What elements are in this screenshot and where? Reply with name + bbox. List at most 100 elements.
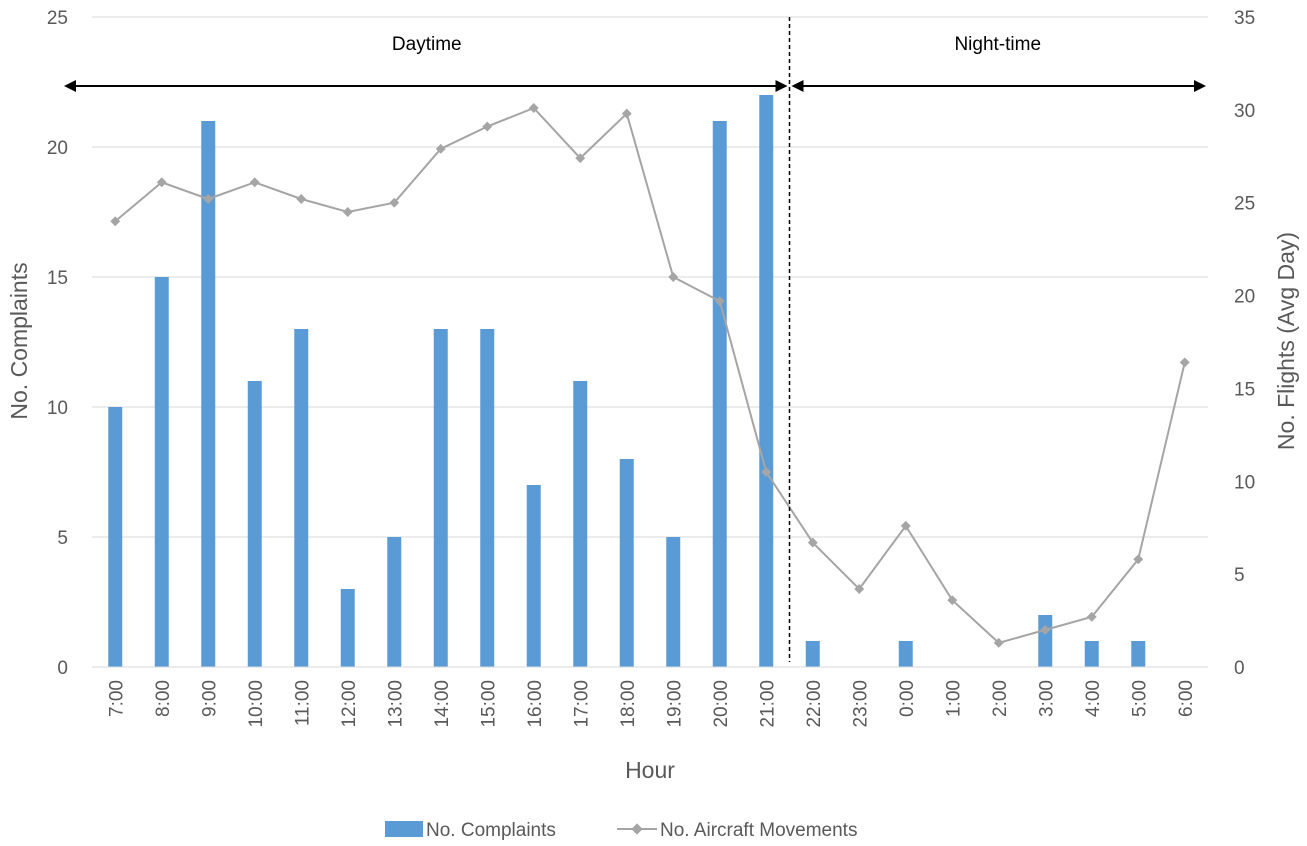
y-tick-label: 0 [57,658,68,679]
y-tick-label: 15 [47,268,68,289]
y-tick-label: 5 [57,528,68,549]
bar [712,121,727,667]
y2-tick-label: 20 [1234,287,1255,308]
legend-swatch-complaints [385,821,423,837]
daytime-label: Daytime [392,34,462,55]
bar [433,329,448,667]
left-axis-ticks: 0 5 10 15 20 25 [47,8,68,679]
x-tick-label: 23:00 [850,680,871,728]
line-point [389,197,400,208]
line-point [296,194,307,204]
bar [1038,615,1053,667]
bar [201,121,216,667]
x-tick-label: 9:00 [199,680,220,717]
bar [108,407,123,667]
line-point [203,194,214,204]
y2-tick-label: 35 [1234,8,1255,29]
legend-label-movements: No. Aircraft Movements [660,820,857,841]
bar [759,95,774,667]
line-point [900,520,911,531]
nighttime-arrowhead-left [791,80,804,92]
period-annotations: Daytime Night-time [64,17,1206,662]
bar [526,485,541,667]
x-tick-label: 22:00 [804,680,825,728]
x-tick-label: 0:00 [897,680,918,717]
y2-tick-label: 5 [1234,565,1245,586]
x-tick-label: 15:00 [478,680,499,728]
bar [573,381,588,667]
bar [154,277,169,667]
x-tick-label: 21:00 [757,680,778,728]
line-point [993,637,1004,648]
legend: No. Complaints No. Aircraft Movements [385,820,857,841]
x-tick-label: 5:00 [1129,680,1150,717]
right-axis-ticks: 0 5 10 15 20 25 30 35 [1234,8,1255,679]
line-point [714,296,725,307]
daytime-arrowhead-right [775,80,788,92]
bar [387,537,402,667]
line-point [528,103,539,113]
line-point [668,272,679,282]
y2-tick-label: 10 [1234,472,1255,493]
bar [805,641,820,667]
x-tick-label: 11:00 [292,680,313,726]
nighttime-arrowhead-right [1194,80,1206,92]
bar [480,329,495,667]
x-tick-label: 19:00 [664,680,685,728]
line-point [342,207,353,217]
line-point [1179,357,1190,368]
x-tick-label: 14:00 [432,680,453,728]
y-tick-label: 10 [47,398,68,419]
daytime-arrowhead-left [64,80,76,92]
line-point [1040,624,1051,635]
line-point [575,153,586,164]
bar [1084,641,1099,667]
line-point [249,177,260,188]
x-axis-title: Hour [625,757,675,783]
y-tick-label: 25 [47,8,68,29]
x-tick-label: 2:00 [990,680,1011,717]
bar [666,537,681,667]
x-tick-label: 7:00 [106,680,127,717]
bar [619,459,634,667]
y2-tick-label: 0 [1234,658,1245,679]
bar [898,641,913,667]
aircraft-movements-line [110,103,1190,648]
bar [247,381,262,667]
x-tick-label: 8:00 [153,680,174,717]
y-axis-title: No. Complaints [6,262,32,419]
x-tick-label: 12:00 [339,680,360,728]
x-axis-ticks: 7:00 8:00 9:00 10:00 11:00 12:00 13:00 14:00 15:… [92,666,1208,728]
line-point [1086,611,1097,622]
bar [1131,641,1146,667]
y2-tick-label: 30 [1234,101,1255,122]
y-tick-label: 20 [47,138,68,159]
line-point [947,595,958,606]
nighttime-label: Night-time [954,34,1041,55]
y2-axis-title: No. Flights (Avg Day) [1273,232,1299,450]
x-tick-label: 10:00 [246,680,267,728]
x-tick-label: 13:00 [385,680,406,728]
legend-marker-movements [631,823,643,835]
line-point [854,584,865,594]
line-point [807,537,818,548]
bar [294,329,309,667]
line-point [482,121,493,132]
legend-label-complaints: No. Complaints [426,820,556,841]
x-tick-label: 16:00 [525,680,546,728]
y2-tick-label: 15 [1234,379,1255,400]
line-point [110,216,121,227]
line-point [761,467,772,477]
complaints-bars [108,95,1146,667]
x-tick-label: 6:00 [1176,680,1197,717]
line-point [435,143,446,154]
x-tick-label: 20:00 [711,680,732,728]
bar [340,589,355,667]
y2-tick-label: 25 [1234,194,1255,215]
x-tick-label: 1:00 [943,680,964,717]
x-tick-label: 18:00 [618,680,639,728]
x-tick-label: 3:00 [1036,680,1057,717]
x-tick-label: 4:00 [1083,680,1104,717]
line-point [1133,554,1144,565]
